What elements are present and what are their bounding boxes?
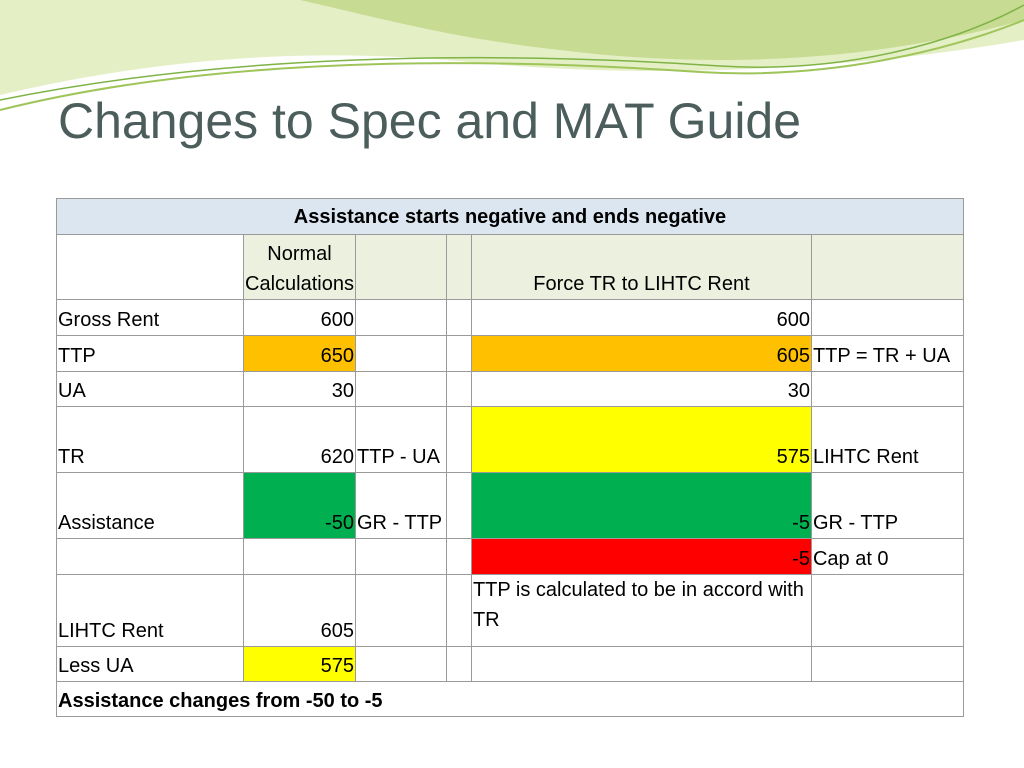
table-cell [354, 538, 447, 575]
table-cell: TTP = TR + UA [810, 335, 964, 372]
table-cell: 620 [243, 406, 356, 473]
table-cell [810, 371, 964, 407]
table-row: UA 30 30 [56, 371, 964, 407]
header-cell [56, 234, 244, 300]
header-cell [810, 234, 964, 300]
table-cell [445, 646, 472, 682]
table-cell: -5 [470, 472, 812, 539]
swoosh-line [0, 19, 1024, 111]
table-cell: 605 [470, 335, 812, 372]
decoration [0, 0, 1024, 111]
table-cell: TTP [56, 335, 244, 372]
table-cell: GR - TTP [810, 472, 964, 539]
table-cell: TTP - UA [354, 406, 447, 473]
table-cell: 575 [470, 406, 812, 473]
table-cell: LIHTC Rent [810, 406, 964, 473]
table-cell: 30 [470, 371, 812, 407]
data-table: Assistance starts negative and ends nega… [56, 198, 964, 717]
table-cell: UA [56, 371, 244, 407]
table-cell: 605 [243, 574, 356, 647]
table-cell [445, 371, 472, 407]
table-cell [445, 299, 472, 336]
table-cell: Gross Rent [56, 299, 244, 336]
table-cell [243, 538, 356, 575]
table-row: TTP 650 605 TTP = TR + UA [56, 335, 964, 372]
table-cell [445, 406, 472, 473]
table-cell: 650 [243, 335, 356, 372]
table-row: Gross Rent 600 600 [56, 299, 964, 336]
header-cell [445, 234, 472, 300]
table-cell [56, 538, 244, 575]
table-cell [810, 646, 964, 682]
table-row: -5 Cap at 0 [56, 538, 964, 575]
table-cell: -5 [470, 538, 812, 575]
table-row: TR 620 TTP - UA 575 LIHTC Rent [56, 406, 964, 473]
table-row: Assistance -50 GR - TTP -5 GR - TTP [56, 472, 964, 539]
slide-title: Changes to Spec and MAT Guide [58, 93, 802, 149]
footer-cell: Assistance changes from -50 to -5 [56, 681, 964, 717]
swoosh-mid [300, 0, 1024, 60]
header-cell: Force TR to LIHTC Rent [470, 234, 812, 300]
table-cell: -50 [243, 472, 356, 539]
table-cell: 600 [243, 299, 356, 336]
footer-row: Assistance changes from -50 to -5 [56, 681, 964, 717]
table-cell: Assistance [56, 472, 244, 539]
table-cell: LIHTC Rent [56, 574, 244, 647]
table-cell: 600 [470, 299, 812, 336]
caption-cell: Assistance starts negative and ends nega… [56, 198, 964, 235]
table-cell [445, 574, 472, 647]
table-cell [810, 299, 964, 336]
swoosh-line [0, 4, 1024, 101]
table-cell [354, 574, 447, 647]
table-cell: TTP is calculated to be in accord with T… [470, 574, 812, 647]
table-row: LIHTC Rent 605 TTP is calculated to be in … [56, 574, 964, 647]
table-cell [354, 646, 447, 682]
table-cell: Less UA [56, 646, 244, 682]
table-row: Less UA 575 [56, 646, 964, 682]
table-cell: TR [56, 406, 244, 473]
table-cell: Cap at 0 [810, 538, 964, 575]
table-cell [354, 299, 447, 336]
table-cell [354, 335, 447, 372]
table-cell: GR - TTP [354, 472, 447, 539]
table-cell: 575 [243, 646, 356, 682]
header-row: Normal Calculations Force TR to LIHTC Ren… [56, 234, 964, 300]
table-cell [445, 335, 472, 372]
table-cell [354, 371, 447, 407]
header-cell: Normal Calculations [243, 234, 356, 300]
caption-row: Assistance starts negative and ends nega… [56, 198, 964, 235]
table-cell [445, 538, 472, 575]
table-cell [470, 646, 812, 682]
table-cell [445, 472, 472, 539]
table-cell: 30 [243, 371, 356, 407]
table-cell [810, 574, 964, 647]
header-cell [354, 234, 447, 300]
